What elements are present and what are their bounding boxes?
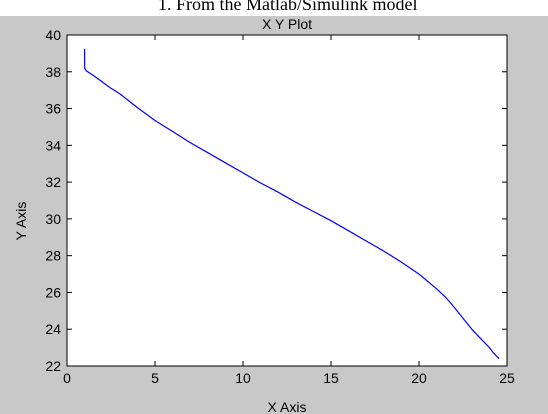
plot-axes (66, 34, 508, 367)
x-tick-label: 0 (63, 370, 71, 386)
y-tick-label: 26 (45, 284, 61, 300)
y-tick-label: 38 (45, 64, 61, 80)
y-tick-label: 30 (45, 211, 61, 227)
tick-marks (66, 34, 508, 367)
y-tick-label: 40 (45, 27, 61, 43)
x-axis-label: X Axis (268, 399, 307, 414)
chart-title: X Y Plot (262, 16, 312, 32)
figure-window: 0 5 10 15 20 25 22 24 26 28 30 32 34 36 38 40 X Y Plot … (0, 15, 548, 414)
tick-labels: 0 5 10 15 20 25 22 24 26 28 30 32 34 36 38 40 (45, 27, 515, 386)
series-line (83, 48, 500, 360)
y-tick-label: 36 (45, 101, 61, 117)
y-tick-label: 32 (45, 174, 61, 190)
x-tick-label: 15 (323, 370, 339, 386)
x-tick-label: 25 (499, 370, 515, 386)
series-layer (83, 48, 500, 360)
y-tick-label: 24 (45, 321, 61, 337)
document-heading-text: 1. From the Matlab/Simulink model (158, 0, 418, 14)
y-tick-label: 22 (45, 358, 61, 374)
x-tick-label: 20 (411, 370, 427, 386)
document-header-fragment: 1. From the Matlab/Simulink model (0, 0, 548, 16)
x-tick-label: 5 (151, 370, 159, 386)
x-tick-label: 10 (235, 370, 251, 386)
plot-area (66, 34, 508, 367)
y-tick-label: 34 (45, 137, 61, 153)
y-axis-label: Y Axis (13, 202, 29, 241)
y-tick-label: 28 (45, 248, 61, 264)
